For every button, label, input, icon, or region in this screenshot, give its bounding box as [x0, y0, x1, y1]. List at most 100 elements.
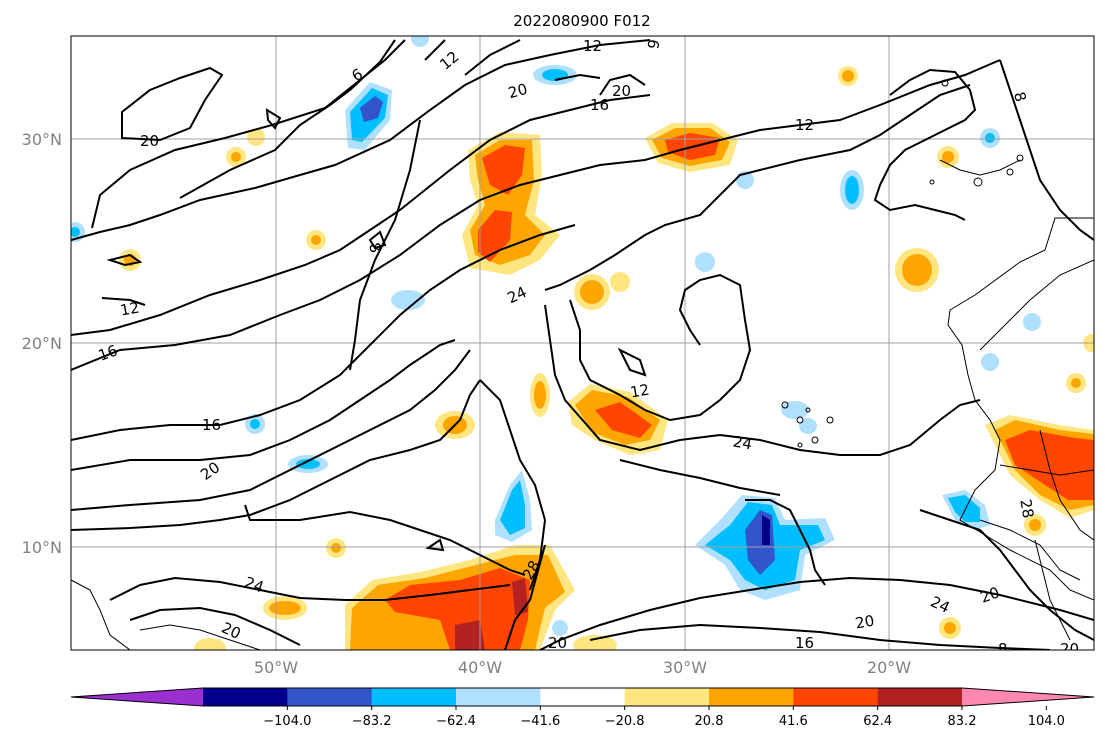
contour-label: 16: [590, 96, 609, 114]
positive-anomaly-spot: [942, 151, 954, 163]
negative-anomaly-region: [500, 480, 525, 535]
contour-label: 12: [436, 47, 462, 73]
contour-label: 20: [978, 583, 1002, 606]
lon-label: 40°W: [458, 658, 502, 677]
positive-anomaly-spot: [902, 254, 932, 286]
contour-label: 12: [795, 116, 814, 134]
colorbar-outline: [70, 687, 1095, 707]
positive-anomaly-region: [478, 145, 525, 262]
contour-label: 6: [349, 65, 366, 85]
contour-label: 24: [505, 283, 530, 307]
negative-anomaly-spot: [845, 176, 859, 204]
colorbar-tick-label: 41.6: [779, 714, 808, 729]
positive-anomaly-spot: [311, 235, 321, 245]
colorbar-extension-min: [71, 688, 203, 706]
anomaly-shading: [71, 36, 1094, 650]
colorbar-extension-max: [962, 688, 1094, 706]
colorbar-segment: [793, 688, 879, 706]
positive-anomaly-spot: [944, 622, 956, 634]
positive-anomaly-spot: [269, 601, 301, 615]
negative-anomaly-spot: [71, 227, 80, 237]
colorbar-tick-label: −41.6: [520, 714, 560, 729]
contour-label: 24: [242, 573, 266, 596]
positive-anomaly-spot: [580, 280, 604, 304]
positive-anomaly-spot: [247, 128, 265, 146]
colorbar-segment: [540, 688, 626, 706]
negative-anomaly-region: [360, 96, 383, 122]
positive-anomaly-spot: [1071, 378, 1081, 388]
contour-label: 24: [732, 432, 754, 453]
positive-anomaly-spot: [534, 381, 546, 409]
positive-anomaly-spot: [610, 272, 630, 292]
negative-anomaly-spot: [391, 290, 425, 310]
contour-label: 20: [612, 82, 631, 100]
negative-anomaly-spot: [250, 419, 260, 429]
colorbar-tick-label: −104.0: [263, 714, 311, 729]
colorbar-segment: [624, 688, 710, 706]
positive-anomaly-region: [1005, 430, 1094, 500]
negative-anomaly-spot: [695, 252, 715, 272]
positive-anomaly-spot: [573, 635, 617, 650]
contour-label: 8: [365, 240, 385, 255]
contour-label: 16: [96, 341, 120, 364]
negative-anomaly-region: [762, 515, 770, 545]
colorbar-segment: [877, 688, 963, 706]
contour-lines: [71, 39, 1094, 650]
negative-anomaly-spot: [411, 36, 429, 47]
colorbar-tick-label: −62.4: [436, 714, 476, 729]
negative-anomaly-spot: [985, 133, 995, 143]
negative-anomaly-spot: [296, 459, 320, 469]
contour-label: 16: [202, 416, 221, 434]
colorbar-tick-label: 104.0: [1028, 714, 1065, 729]
lon-label: 30°W: [663, 658, 707, 677]
positive-anomaly-spot: [331, 543, 341, 553]
positive-anomaly-region: [455, 578, 528, 650]
map-gridlines: [71, 36, 1094, 650]
contour-label: 20: [548, 634, 567, 652]
negative-anomaly-spot: [799, 418, 817, 434]
positive-anomaly-region: [595, 402, 652, 438]
contour-label: 12: [583, 37, 602, 55]
colorbar-tick-label: −83.2: [352, 714, 392, 729]
contour-label: 24: [928, 593, 953, 617]
contour-label: 9: [644, 38, 663, 51]
colorbar-segment: [709, 688, 794, 706]
colorbar-segment: [203, 688, 288, 706]
lat-label: 20°N: [22, 334, 62, 353]
positive-anomaly-region: [385, 568, 530, 650]
negative-anomaly-region: [948, 495, 980, 522]
map-frame: [70, 35, 1095, 651]
contour-labels: 12 9 6 12 20 16 20 12 8 20 8 24 12 16 12…: [96, 37, 1079, 658]
contour-label: 20: [854, 612, 876, 633]
colorbar: −104.0 −83.2 −62.4 −41.6 −20.8 20.8 41.6 62.4 83…: [70, 687, 1095, 729]
lat-label: 30°N: [22, 130, 62, 149]
contour-label: 20: [506, 80, 529, 102]
positive-anomaly-spot: [231, 152, 241, 162]
map-area: 12 9 6 12 20 16 20 12 8 20 8 24 12 16 12…: [71, 36, 1094, 658]
contour-label: 16: [795, 634, 814, 652]
map-title: 2022080900 F012: [513, 12, 650, 30]
contour-label: 20: [1060, 640, 1079, 658]
colorbar-tick-label: 83.2: [948, 714, 977, 729]
negative-anomaly-spot: [981, 353, 999, 371]
contour-label: 8: [998, 640, 1008, 658]
negative-anomaly-spot: [552, 620, 568, 636]
colorbar-segment: [371, 688, 457, 706]
contour-label: 28: [1016, 498, 1037, 520]
contour-label: 20: [219, 619, 244, 643]
contour-label: 20: [197, 458, 223, 484]
colorbar-tick-label: 20.8: [695, 714, 724, 729]
colorbar-tick-label: 62.4: [863, 714, 892, 729]
contour-label: 20: [140, 132, 159, 150]
positive-anomaly-spot: [1029, 519, 1041, 531]
contour-label: 12: [629, 381, 651, 402]
lon-label: 50°W: [254, 658, 298, 677]
contour-label: 8: [1010, 90, 1030, 104]
colorbar-segment: [287, 688, 373, 706]
lon-label: 20°W: [867, 658, 911, 677]
contour-label: 12: [119, 299, 141, 320]
negative-anomaly-spot: [1023, 313, 1041, 331]
colorbar-tick-label: −20.8: [605, 714, 645, 729]
coastlines: [71, 79, 1094, 650]
